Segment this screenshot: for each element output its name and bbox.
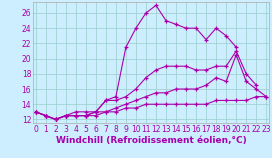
X-axis label: Windchill (Refroidissement éolien,°C): Windchill (Refroidissement éolien,°C): [55, 136, 246, 145]
